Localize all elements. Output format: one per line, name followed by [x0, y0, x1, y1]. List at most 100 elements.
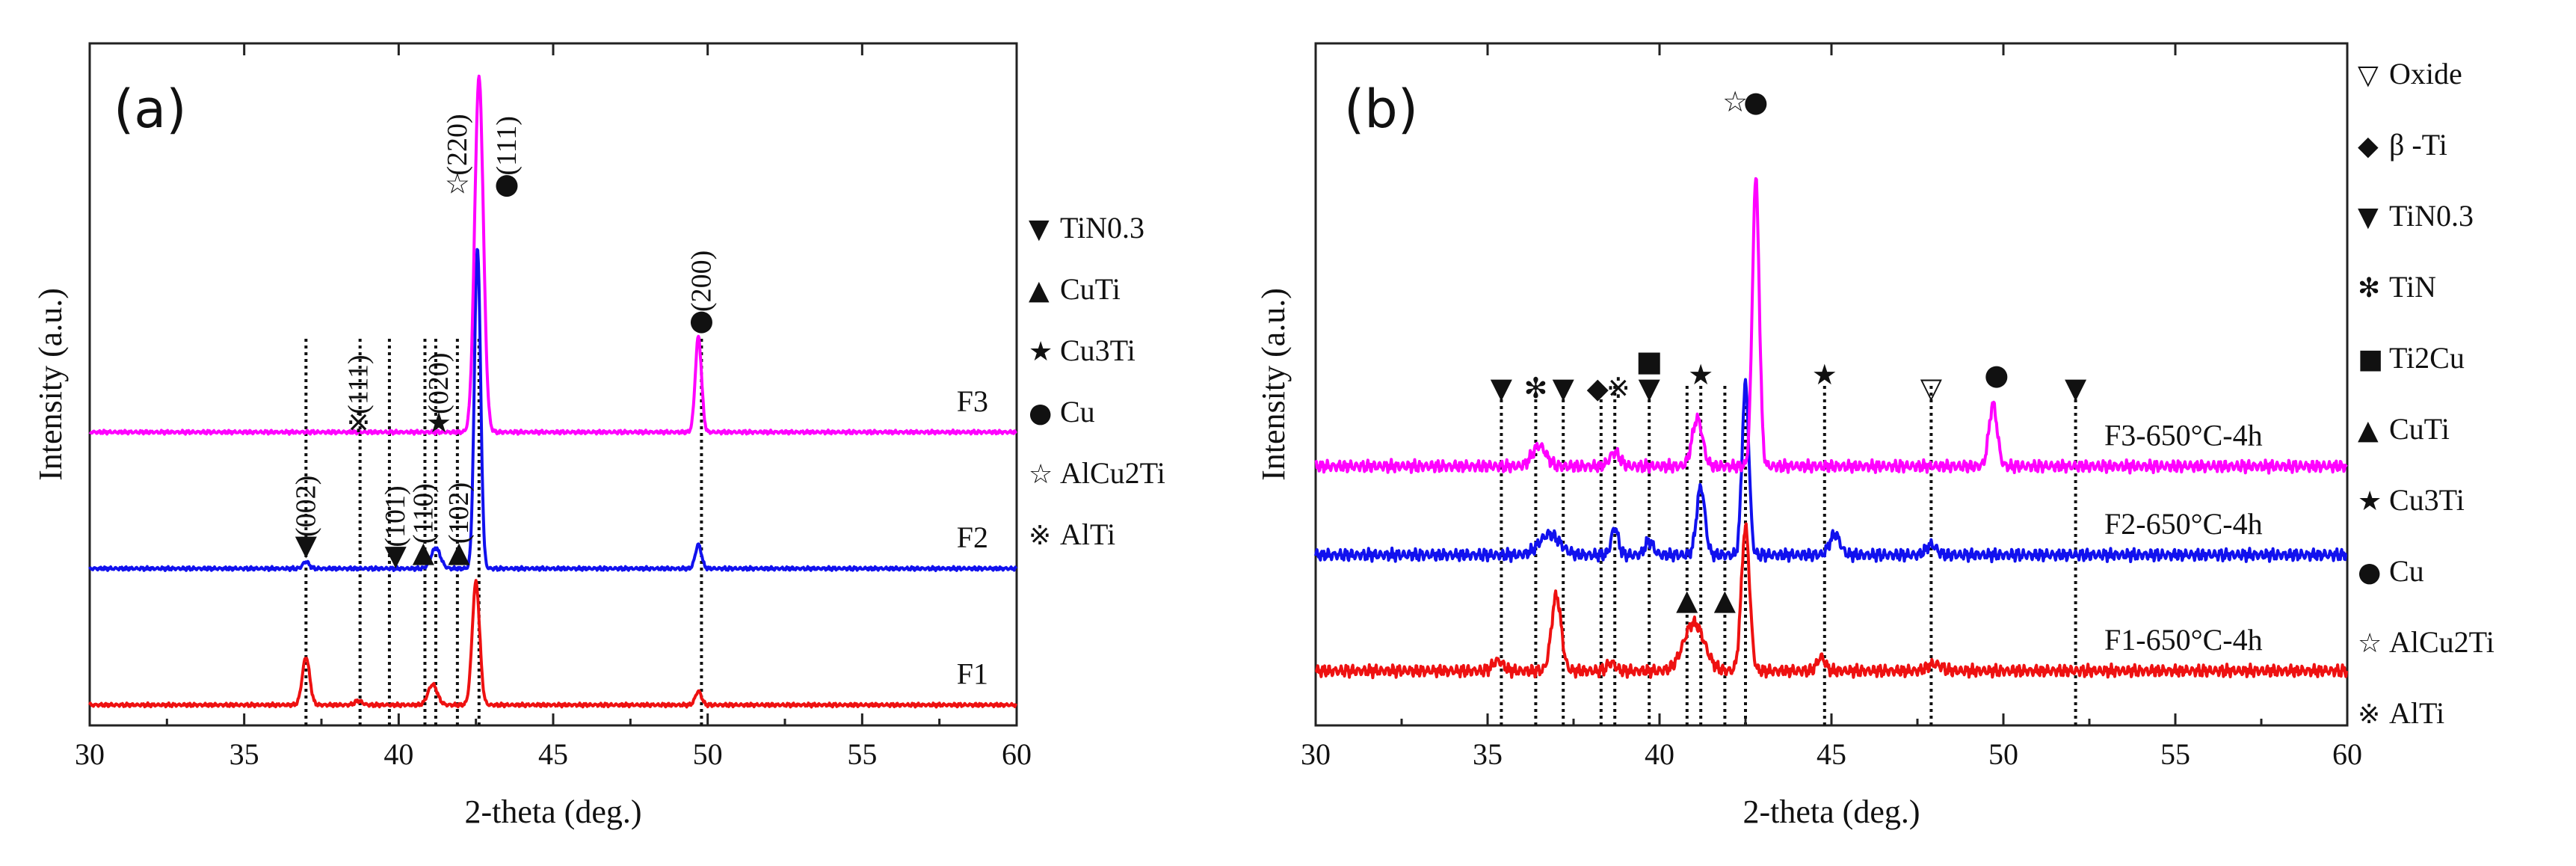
- legend-symbol: ☆: [1029, 459, 1053, 490]
- legend-item: ▼ TiN0.3: [2358, 199, 2474, 233]
- peak-symbol: ▼: [1491, 372, 1513, 405]
- peak-annotation: ☆(220): [442, 114, 473, 200]
- x-tick-label: 30: [1301, 737, 1331, 771]
- peak-symbol: ★: [426, 406, 452, 439]
- peak-symbol: ★: [1812, 358, 1837, 391]
- peak-symbol: ☆: [445, 168, 470, 200]
- x-tick-label: 55: [847, 737, 877, 771]
- legend-label: CuTi: [2389, 412, 2450, 446]
- peak-annotation: ●(200): [685, 251, 717, 337]
- panel-b-legend: ▽ Oxide ◆ β -Ti ▼ TiN0.3 ✻ TiN ■ Ti2Cu ▲ CuTi ★ Cu3Ti…: [2358, 57, 2495, 730]
- peak-annotation: ●: [1743, 85, 1768, 118]
- x-tick-label: 50: [693, 737, 723, 771]
- legend-item: ● Cu: [2358, 554, 2424, 588]
- legend-label: AlTi: [1060, 518, 1115, 551]
- legend-symbol: ■: [2358, 344, 2383, 375]
- peak-annotation: ✻: [1523, 372, 1547, 405]
- legend-label: AlCu2Ti: [1060, 456, 1165, 490]
- peak-miller-index: (220): [442, 114, 473, 175]
- panel-a-traces: [88, 74, 1018, 709]
- legend-label: AlTi: [2389, 696, 2444, 730]
- legend-label: TiN0.3: [2389, 199, 2474, 233]
- panel-b-peak-labels: ▼ ✻ ▼ ◆※■▼ ★ ★ ▽ ● ▼▲ ▲☆●: [1491, 85, 2087, 616]
- panel-b-chart: (b) 2-theta (deg.) Intensity (a.u.) 30 35…: [1255, 42, 2495, 830]
- peak-annotation: ●(111): [491, 116, 523, 200]
- legend-symbol: ※: [1029, 520, 1051, 551]
- legend-label: Cu: [2389, 554, 2424, 588]
- peak-annotation: ※(111): [343, 354, 375, 439]
- legend-label: Ti2Cu: [2389, 341, 2465, 375]
- peak-annotation: ●: [1984, 358, 2009, 391]
- series-label: F1-650°C-4h: [2104, 623, 2263, 657]
- x-tick-label: 55: [2160, 737, 2190, 771]
- peak-annotation: ▼(101): [380, 485, 411, 571]
- peak-annotation: ▼: [1639, 372, 1661, 405]
- legend-symbol: ●: [1029, 398, 1052, 429]
- series-line-f3: [88, 74, 1017, 436]
- peak-symbol: ◆: [1587, 372, 1609, 405]
- peak-miller-index: (111): [343, 354, 375, 414]
- x-tick-label: 40: [383, 737, 413, 771]
- legend-item: ★ Cu3Ti: [1029, 334, 1136, 367]
- series-line-f3: [1314, 176, 2348, 475]
- series-line-f1: [1314, 522, 2349, 680]
- legend-label: Cu3Ti: [1060, 334, 1136, 367]
- peak-annotation: ▲: [1714, 583, 1737, 616]
- legend-label: AlCu2Ti: [2389, 625, 2495, 659]
- panel-a-peak-labels: ▼(002)※(111)▼(101)▲(110)★(020)▲(102)☆(22…: [290, 114, 717, 571]
- peak-symbol: ▲: [1676, 583, 1698, 616]
- peak-symbol: ▼: [2065, 372, 2087, 405]
- x-tick-label: 45: [1817, 737, 1846, 771]
- legend-symbol: ▲: [1029, 275, 1050, 306]
- peak-annotation: ▲(110): [407, 483, 439, 568]
- x-tick-label: 60: [2332, 737, 2362, 771]
- legend-item: ▼ TiN0.3: [1029, 211, 1144, 245]
- peak-annotation: ★(020): [423, 353, 455, 439]
- legend-symbol: ◆: [2358, 131, 2379, 162]
- x-tick-label: 35: [229, 737, 259, 771]
- panel-a-chart: (a) 2-theta (deg.) Intensity (a.u.) 30 35…: [32, 42, 1165, 830]
- x-tick-label: 50: [1988, 737, 2018, 771]
- legend-symbol: ☆: [2358, 628, 2382, 659]
- peak-symbol: ▽: [1920, 372, 1943, 405]
- legend-item: ■ Ti2Cu: [2358, 341, 2465, 375]
- peak-miller-index: (020): [423, 353, 455, 414]
- legend-symbol: ▽: [2358, 60, 2379, 90]
- x-tick-label: 40: [1645, 737, 1674, 771]
- panel-b-label: (b): [1344, 79, 1418, 140]
- peak-symbol: ▼: [385, 539, 407, 572]
- peak-symbol: ▼: [295, 529, 318, 562]
- legend-symbol: ●: [2358, 557, 2381, 588]
- peak-annotation: ▼: [2065, 372, 2087, 405]
- peak-annotation: ▼(002): [290, 476, 321, 562]
- legend-label: TiN0.3: [1060, 211, 1144, 245]
- panel-b-ylabel: Intensity (a.u.): [1255, 288, 1292, 481]
- peak-miller-index: (002): [290, 476, 321, 537]
- peak-symbol: ☆: [1722, 85, 1748, 118]
- panel-a-legend: ▼ TiN0.3▲ CuTi★ Cu3Ti● Cu☆ AlCu2Ti※ AlTi: [1029, 211, 1165, 551]
- peak-symbol: ●: [1984, 358, 2009, 391]
- peak-annotation: ■: [1636, 345, 1663, 378]
- panel-b-traces: [1314, 176, 2349, 680]
- panel-a-series-labels: F1 F2 F3: [957, 384, 988, 691]
- peak-symbol: ▲: [413, 535, 435, 568]
- panel-a-x-axis: 30 35 40 45 50 55 60: [75, 43, 1032, 771]
- legend-label: TiN: [2389, 270, 2436, 304]
- peak-annotation: ※: [1606, 372, 1630, 405]
- legend-symbol: ★: [1029, 337, 1053, 367]
- peak-annotation: ▲(102): [443, 482, 475, 568]
- peak-symbol: ▲: [448, 535, 470, 568]
- peak-symbol: ●: [1743, 85, 1768, 118]
- peak-symbol: ▼: [1639, 372, 1661, 405]
- panel-a-label: (a): [114, 79, 187, 140]
- panel-a-xlabel: 2-theta (deg.): [465, 793, 642, 830]
- peak-symbol: ●: [494, 168, 519, 200]
- peak-symbol: ※: [347, 406, 371, 439]
- peak-annotation: ▽: [1920, 372, 1943, 405]
- legend-item: ☆ AlCu2Ti: [2358, 625, 2495, 659]
- legend-label: Oxide: [2389, 57, 2462, 90]
- x-tick-label: 60: [1002, 737, 1032, 771]
- panel-a-frame: [88, 42, 1018, 727]
- peak-symbol: ▼: [1553, 372, 1575, 405]
